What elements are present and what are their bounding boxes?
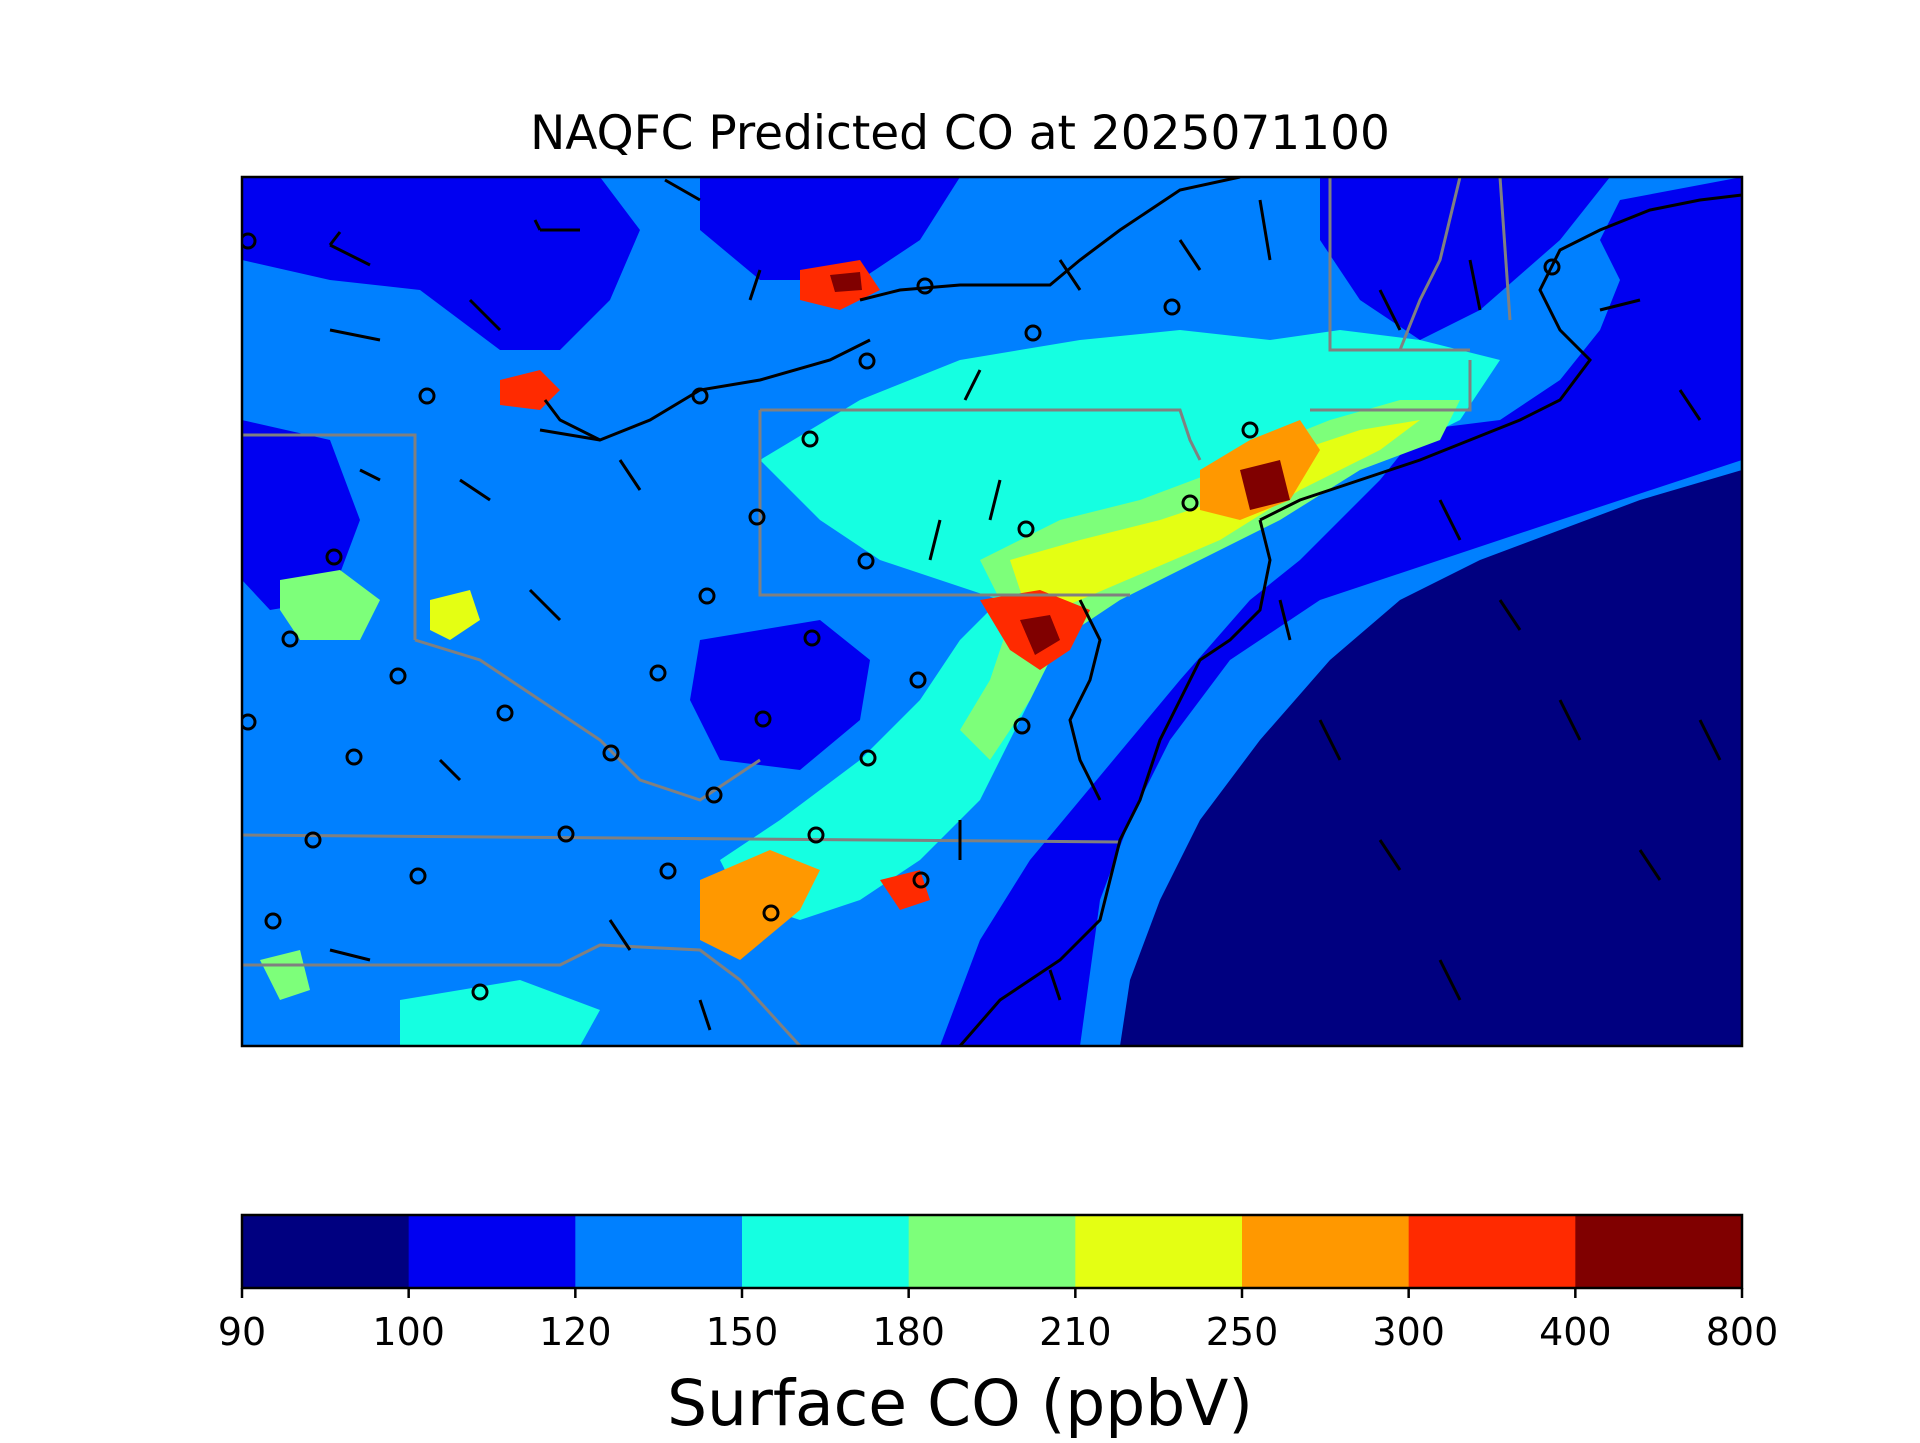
- colorbar-segment-6: [1242, 1215, 1410, 1288]
- colorbar-tick-label: 120: [539, 1310, 612, 1354]
- colorbar-ticks: [240, 1288, 1744, 1298]
- colorbar-tick-label: 180: [872, 1310, 945, 1354]
- deep-ocean: [1120, 470, 1742, 1046]
- colorbar-tick-label: 150: [705, 1310, 779, 1354]
- co-patch-west-green: [280, 570, 380, 640]
- colorbar-tick-label: 800: [1705, 1310, 1779, 1354]
- coastlines: [539, 177, 1742, 1046]
- colorbar-tick-label: 250: [1205, 1310, 1279, 1354]
- colorbar-frame: [240, 1213, 1744, 1290]
- low-co-central: [690, 620, 870, 770]
- colorbar-segment-7: [1408, 1215, 1576, 1288]
- colorbar-tick-label: 210: [1039, 1310, 1112, 1354]
- co-hotspot-nyc-core: [1240, 460, 1290, 510]
- map-frame: [240, 175, 1744, 1048]
- co-corridor-yellow: [1010, 420, 1420, 620]
- colorbar-segment-0: [242, 1215, 410, 1288]
- colorbar-tick-label: 90: [217, 1310, 267, 1354]
- state-boundaries: [242, 177, 1512, 1046]
- wind-barbs: [328, 178, 1722, 1031]
- low-co-coastal-ocean: [940, 177, 1742, 1046]
- colorbar-label: Surface CO (ppbV): [667, 1367, 1253, 1440]
- colorbar-segment-1: [408, 1215, 576, 1288]
- colorbar-segment-8: [1575, 1215, 1743, 1288]
- colorbar-tick-label: 400: [1539, 1310, 1612, 1354]
- co-hotspot-southern: [700, 850, 820, 960]
- co-hotspot-north-core: [830, 272, 862, 292]
- colorbar: [242, 1215, 1743, 1288]
- co-patch-south-cyan: [400, 980, 600, 1046]
- low-co-north-central: [700, 177, 960, 280]
- colorbar-tick-label: 100: [372, 1310, 445, 1354]
- colorbar-segment-3: [742, 1215, 910, 1288]
- low-co-north-east: [1320, 177, 1610, 340]
- low-co-north-west: [242, 177, 640, 350]
- colorbar-tick-label: 300: [1372, 1310, 1445, 1354]
- colorbar-segment-5: [1075, 1215, 1243, 1288]
- calm-wind-circles: [242, 232, 1561, 1001]
- colorbar-segment-4: [908, 1215, 1076, 1288]
- co-hotspot-southern-2: [880, 870, 930, 910]
- co-patch-west-yellow: [430, 590, 480, 640]
- co-patch-sw-green: [260, 950, 310, 1000]
- colorbar-segment-2: [575, 1215, 743, 1288]
- page-title: NAQFC Predicted CO at 2025071100: [530, 106, 1390, 161]
- co-hotspot-dc-core: [1020, 615, 1060, 655]
